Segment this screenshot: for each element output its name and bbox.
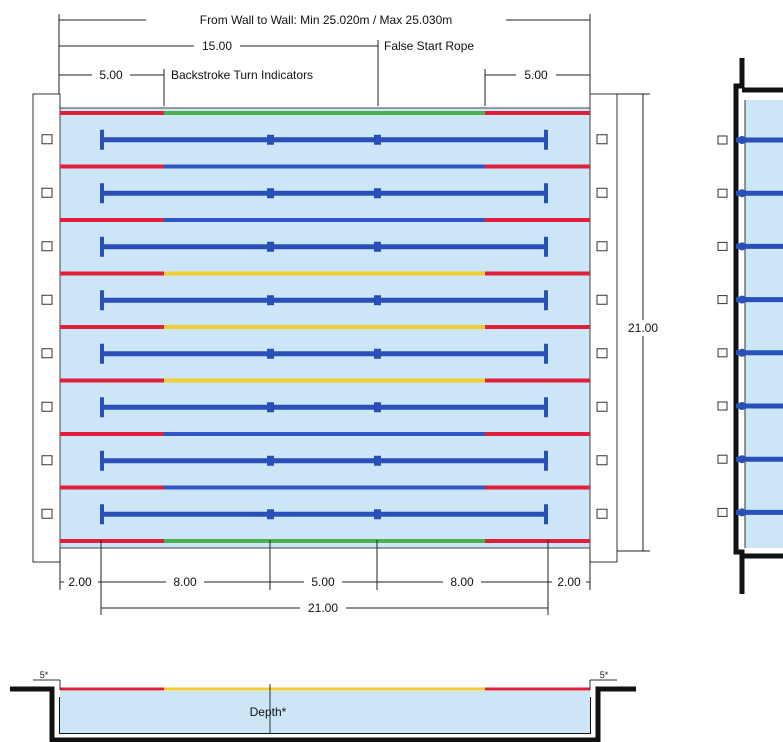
long-section: 5* 5* Depth* (10, 670, 636, 742)
lane-marking (100, 236, 548, 257)
section-water (60, 691, 590, 733)
five-right-label: 5.00 (524, 68, 548, 82)
width-label: 21.00 (628, 321, 658, 335)
cross-section-marker (717, 401, 783, 411)
wall-to-wall-label: From Wall to Wall: Min 25.020m / Max 25.… (200, 13, 453, 27)
backstroke-label: Backstroke Turn Indicators (171, 68, 313, 82)
bottom-seg-3: 5.00 (311, 575, 335, 589)
left-deck (32, 93, 61, 563)
bottom-seg-5: 2.00 (557, 575, 581, 589)
bottom-seg-4: 8.00 (450, 575, 474, 589)
starting-block (41, 401, 608, 412)
right-dimension: 21.00 (617, 93, 666, 552)
starting-block (41, 134, 608, 145)
cross-section-marker (717, 348, 783, 358)
cross-section-marker (717, 295, 783, 305)
starting-block (41, 241, 608, 252)
cross-section-lane-markers (717, 135, 783, 517)
bottom-dimensions: 2.00 8.00 5.00 8.00 2.00 21.00 (59, 540, 591, 615)
cross-section-marker (717, 241, 783, 251)
bottom-total-label: 21.00 (308, 601, 338, 615)
lane-markings (100, 129, 548, 525)
lane-marking (100, 504, 548, 525)
lane-marking (100, 129, 548, 150)
starting-block (41, 187, 608, 198)
lane-marking (100, 343, 548, 364)
bottom-seg-1: 2.00 (68, 575, 92, 589)
cross-section-marker (717, 454, 783, 464)
cross-section-marker (717, 507, 783, 517)
cross-section-water (745, 100, 783, 548)
fifteen-label: 15.00 (202, 39, 232, 53)
starting-block (41, 348, 608, 359)
starting-block (41, 294, 608, 305)
right-deck (589, 93, 618, 563)
section-left-label: 5* (40, 670, 49, 680)
starting-blocks (41, 134, 608, 519)
cross-section (717, 58, 783, 594)
cross-section-marker (717, 135, 783, 145)
lane-marking (100, 183, 548, 204)
lane-marking (100, 450, 548, 471)
lane-ropes (60, 111, 590, 543)
starting-block (41, 455, 608, 466)
bottom-seg-2: 8.00 (173, 575, 197, 589)
false-start-label: False Start Rope (384, 39, 474, 53)
starting-block (41, 508, 608, 519)
top-dimensions: From Wall to Wall: Min 25.020m / Max 25.… (58, 11, 591, 106)
cross-section-marker (717, 188, 783, 198)
pool-plan (32, 93, 618, 563)
lane-marking (100, 397, 548, 418)
section-right-label: 5* (600, 670, 609, 680)
lane-marking (100, 290, 548, 311)
five-left-label: 5.00 (99, 68, 123, 82)
depth-label: Depth* (250, 705, 287, 719)
